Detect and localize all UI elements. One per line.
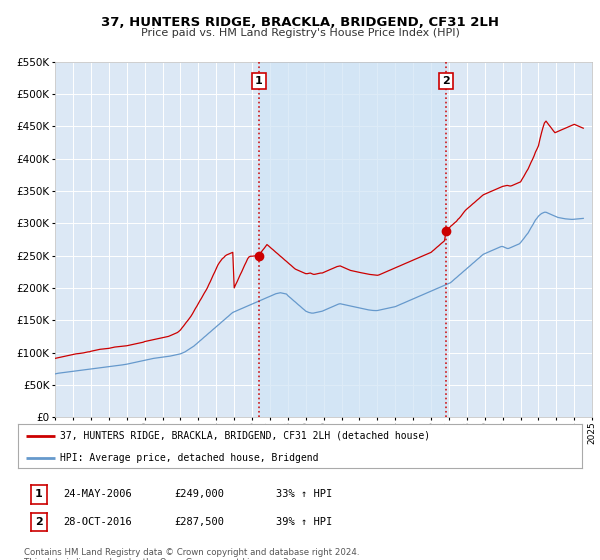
Text: 1: 1 [35,489,43,500]
Text: 2: 2 [35,517,43,527]
Text: £249,000: £249,000 [174,489,224,500]
Text: £287,500: £287,500 [174,517,224,527]
Text: 37, HUNTERS RIDGE, BRACKLA, BRIDGEND, CF31 2LH: 37, HUNTERS RIDGE, BRACKLA, BRIDGEND, CF… [101,16,499,29]
Text: 24-MAY-2006: 24-MAY-2006 [63,489,132,500]
Text: HPI: Average price, detached house, Bridgend: HPI: Average price, detached house, Brid… [60,452,319,463]
Text: Price paid vs. HM Land Registry's House Price Index (HPI): Price paid vs. HM Land Registry's House … [140,28,460,38]
Text: 28-OCT-2016: 28-OCT-2016 [63,517,132,527]
Text: 33% ↑ HPI: 33% ↑ HPI [276,489,332,500]
Text: Contains HM Land Registry data © Crown copyright and database right 2024.
This d: Contains HM Land Registry data © Crown c… [24,548,359,560]
Text: 2: 2 [442,76,450,86]
Bar [259,62,446,417]
Text: 1: 1 [255,76,263,86]
Text: 37, HUNTERS RIDGE, BRACKLA, BRIDGEND, CF31 2LH (detached house): 37, HUNTERS RIDGE, BRACKLA, BRIDGEND, CF… [60,431,430,441]
Text: 39% ↑ HPI: 39% ↑ HPI [276,517,332,527]
